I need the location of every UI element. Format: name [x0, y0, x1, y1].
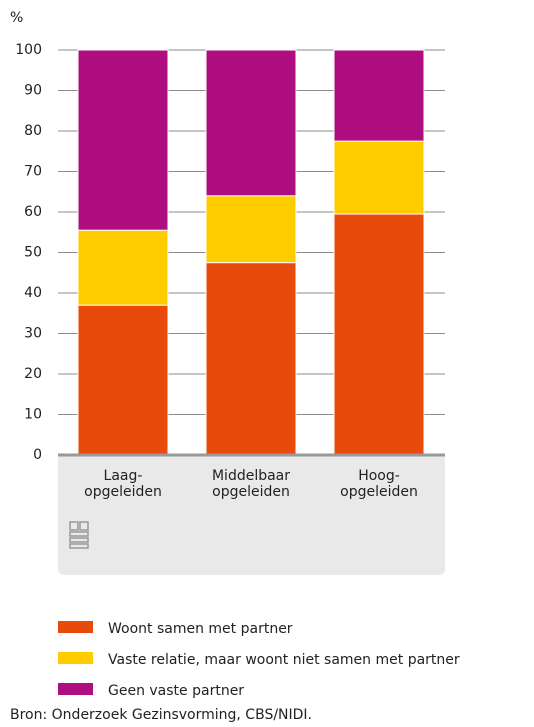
bar-segment: [333, 213, 425, 456]
y-tick-label: 90: [24, 83, 42, 99]
bar-segment: [77, 49, 169, 231]
x-tick-label: Middelbaar opgeleiden: [211, 468, 291, 500]
legend-label: Woont samen met partner: [108, 621, 293, 637]
x-tick-label: Laag- opgeleiden: [84, 468, 162, 500]
y-tick-label: 10: [24, 407, 42, 423]
y-tick-label: 60: [24, 204, 42, 220]
x-tick-label: Hoog- opgeleiden: [340, 468, 418, 500]
y-tick-label: 0: [33, 447, 42, 463]
y-tick-label: 80: [24, 123, 42, 139]
bar-segment: [77, 229, 169, 306]
y-tick-label: 70: [24, 164, 42, 180]
y-tick-label: 40: [24, 285, 42, 301]
axis-panel: [58, 455, 445, 465]
axis-panel: [58, 455, 445, 575]
y-tick-label: 30: [24, 326, 42, 342]
logo: [69, 521, 89, 549]
bar-segment: [205, 49, 297, 197]
y-tick-label: 100: [15, 42, 42, 58]
legend-label: Vaste relatie, maar woont niet samen met…: [108, 652, 460, 668]
legend-swatch: [58, 621, 93, 633]
y-tick-label: 50: [24, 245, 42, 261]
bar-segment: [333, 140, 425, 215]
y-unit: %: [10, 10, 23, 26]
source: Bron: Onderzoek Gezinsvorming, CBS/NIDI.: [10, 707, 312, 723]
legend-swatch: [58, 683, 93, 695]
legend-label: Geen vaste partner: [108, 683, 244, 699]
bar-segment: [77, 304, 169, 456]
bar-segment: [205, 262, 297, 456]
bar-segment: [333, 49, 425, 142]
bar-segment: [205, 195, 297, 264]
legend-swatch: [58, 652, 93, 664]
y-tick-label: 20: [24, 366, 42, 382]
